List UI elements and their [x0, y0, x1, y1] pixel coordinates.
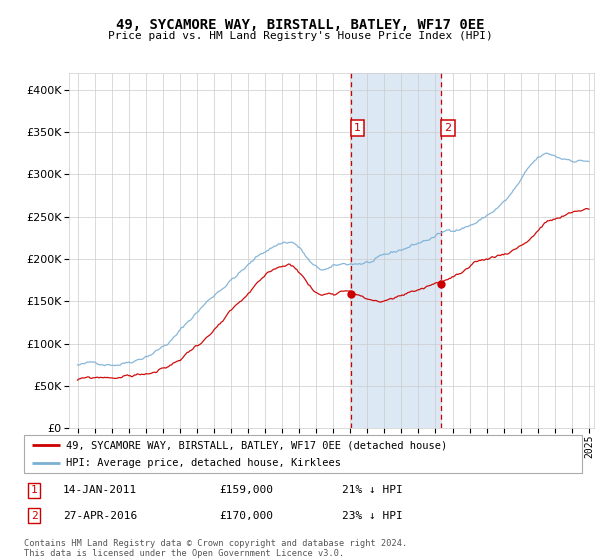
- Text: 2: 2: [445, 123, 451, 133]
- Text: £159,000: £159,000: [220, 486, 273, 495]
- Text: 27-APR-2016: 27-APR-2016: [63, 511, 137, 521]
- Text: 1: 1: [354, 123, 361, 133]
- Text: 49, SYCAMORE WAY, BIRSTALL, BATLEY, WF17 0EE (detached house): 49, SYCAMORE WAY, BIRSTALL, BATLEY, WF17…: [66, 440, 447, 450]
- Text: 1: 1: [31, 486, 37, 495]
- Text: £170,000: £170,000: [220, 511, 273, 521]
- Text: 49, SYCAMORE WAY, BIRSTALL, BATLEY, WF17 0EE: 49, SYCAMORE WAY, BIRSTALL, BATLEY, WF17…: [116, 18, 484, 32]
- Text: 21% ↓ HPI: 21% ↓ HPI: [342, 486, 403, 495]
- Text: 14-JAN-2011: 14-JAN-2011: [63, 486, 137, 495]
- Text: 23% ↓ HPI: 23% ↓ HPI: [342, 511, 403, 521]
- Text: Contains HM Land Registry data © Crown copyright and database right 2024.
This d: Contains HM Land Registry data © Crown c…: [24, 539, 407, 558]
- Text: HPI: Average price, detached house, Kirklees: HPI: Average price, detached house, Kirk…: [66, 458, 341, 468]
- Text: 2: 2: [31, 511, 37, 521]
- Bar: [351, 73, 441, 428]
- Text: Price paid vs. HM Land Registry's House Price Index (HPI): Price paid vs. HM Land Registry's House …: [107, 31, 493, 41]
- FancyBboxPatch shape: [24, 435, 582, 473]
